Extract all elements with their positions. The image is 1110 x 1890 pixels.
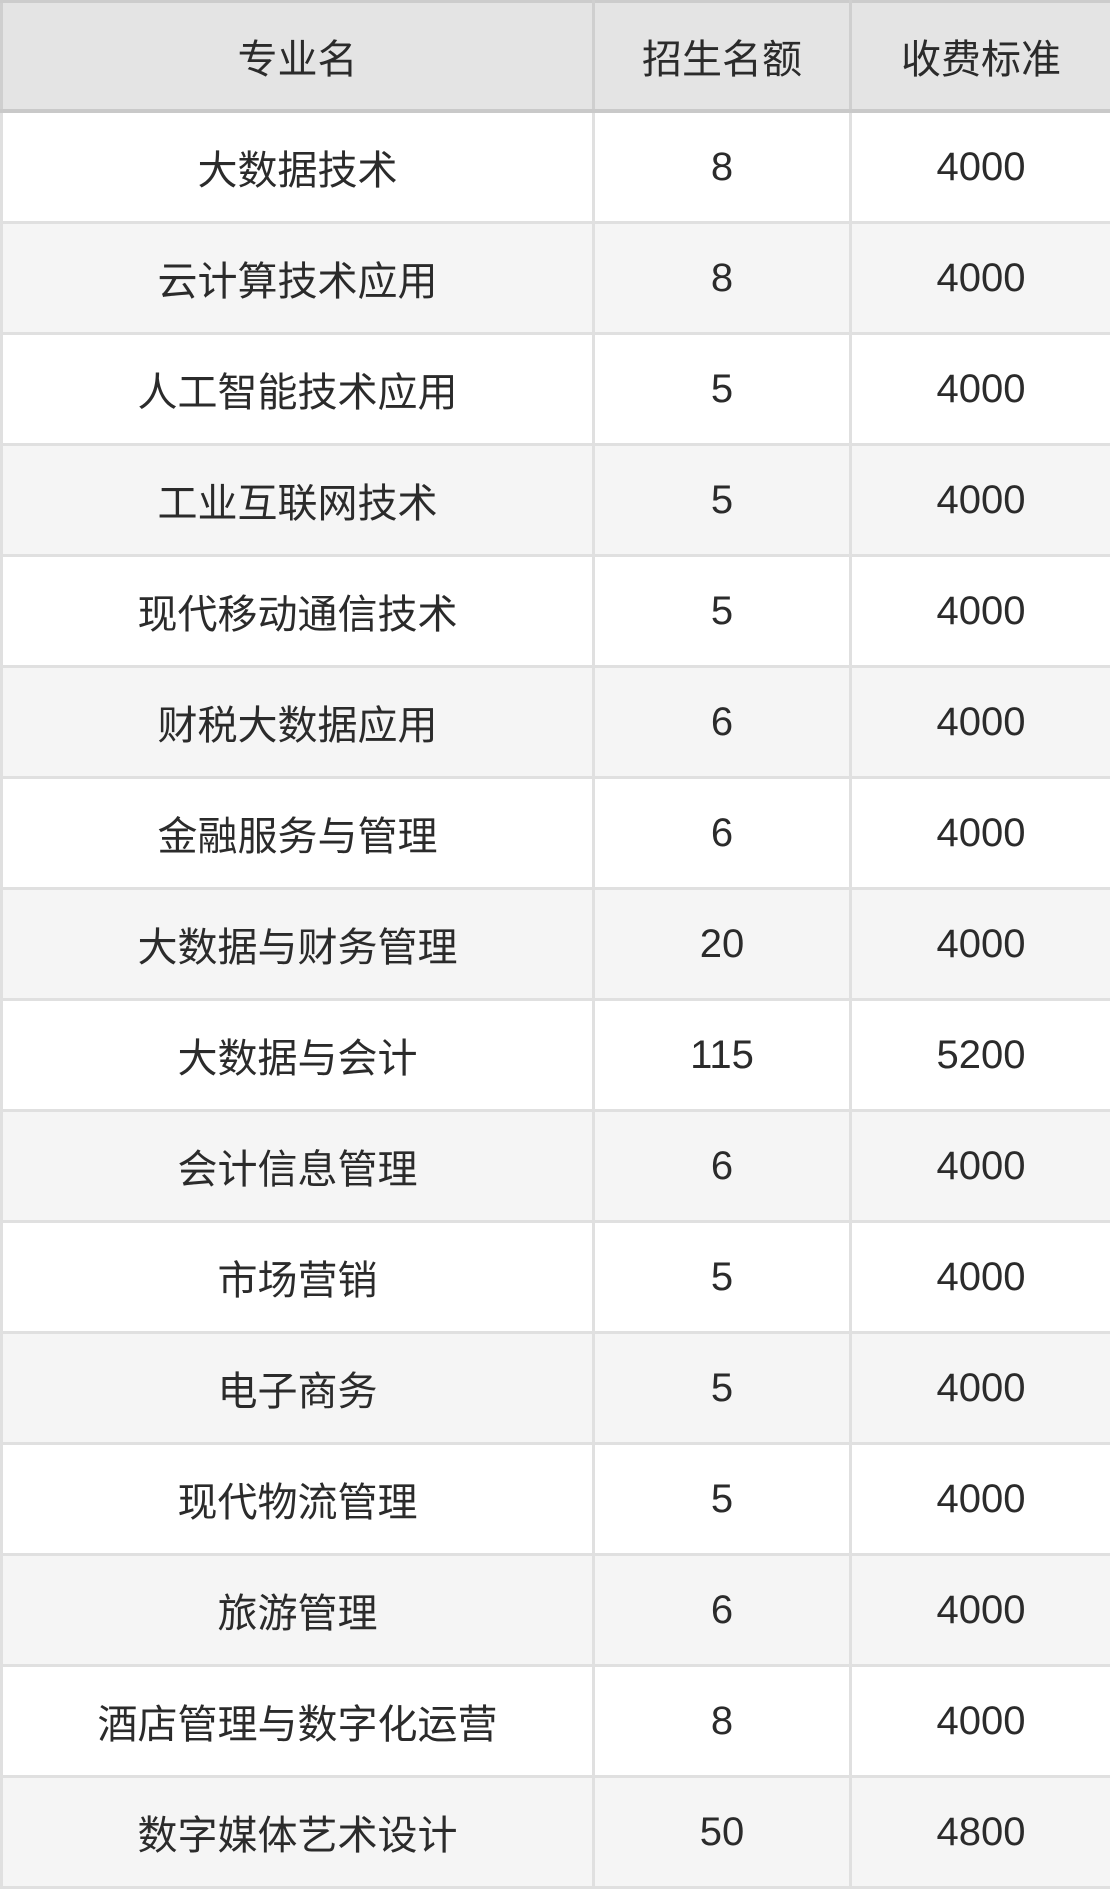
cell-fee: 4000 <box>849 776 1110 890</box>
cell-quota: 5 <box>592 554 852 668</box>
table-row: 现代物流管理 5 4000 <box>0 1442 1110 1556</box>
cell-quota: 8 <box>592 1664 852 1778</box>
cell-fee: 4000 <box>849 665 1110 779</box>
table-row: 财税大数据应用 6 4000 <box>0 665 1110 779</box>
cell-fee: 4000 <box>849 1220 1110 1334</box>
cell-quota: 5 <box>592 332 852 446</box>
cell-major: 大数据与会计 <box>0 998 595 1112</box>
cell-fee: 4000 <box>849 332 1110 446</box>
cell-major: 工业互联网技术 <box>0 443 595 557</box>
header-major: 专业名 <box>0 0 595 113</box>
cell-major: 电子商务 <box>0 1331 595 1445</box>
cell-quota: 6 <box>592 1553 852 1667</box>
cell-fee: 4000 <box>849 221 1110 335</box>
cell-quota: 5 <box>592 1442 852 1556</box>
cell-quota: 6 <box>592 1109 852 1223</box>
cell-quota: 115 <box>592 998 852 1112</box>
cell-fee: 4000 <box>849 1664 1110 1778</box>
table-body: 大数据技术 8 4000 云计算技术应用 8 4000 人工智能技术应用 5 4000 工业互联网… <box>0 109 1110 1889</box>
cell-quota: 8 <box>592 109 852 224</box>
cell-major: 云计算技术应用 <box>0 221 595 335</box>
table-row: 市场营销 5 4000 <box>0 1220 1110 1334</box>
table-row: 旅游管理 6 4000 <box>0 1553 1110 1667</box>
header-fee: 收费标准 <box>849 0 1110 113</box>
table-row: 大数据技术 8 4000 <box>0 109 1110 224</box>
cell-major: 数字媒体艺术设计 <box>0 1775 595 1889</box>
cell-major: 现代移动通信技术 <box>0 554 595 668</box>
cell-fee: 4000 <box>849 443 1110 557</box>
table-row: 工业互联网技术 5 4000 <box>0 443 1110 557</box>
cell-quota: 6 <box>592 776 852 890</box>
cell-quota: 8 <box>592 221 852 335</box>
cell-major: 市场营销 <box>0 1220 595 1334</box>
cell-fee: 4000 <box>849 554 1110 668</box>
cell-major: 财税大数据应用 <box>0 665 595 779</box>
table-row: 酒店管理与数字化运营 8 4000 <box>0 1664 1110 1778</box>
cell-quota: 6 <box>592 665 852 779</box>
cell-fee: 5200 <box>849 998 1110 1112</box>
table-row: 现代移动通信技术 5 4000 <box>0 554 1110 668</box>
table-row: 大数据与会计 115 5200 <box>0 998 1110 1112</box>
cell-quota: 50 <box>592 1775 852 1889</box>
cell-fee: 4800 <box>849 1775 1110 1889</box>
cell-major: 大数据与财务管理 <box>0 887 595 1001</box>
cell-fee: 4000 <box>849 1553 1110 1667</box>
table-header: 专业名 招生名额 收费标准 <box>0 0 1110 113</box>
cell-quota: 5 <box>592 443 852 557</box>
cell-major: 会计信息管理 <box>0 1109 595 1223</box>
table-row: 金融服务与管理 6 4000 <box>0 776 1110 890</box>
cell-fee: 4000 <box>849 109 1110 224</box>
cell-major: 酒店管理与数字化运营 <box>0 1664 595 1778</box>
cell-quota: 20 <box>592 887 852 1001</box>
cell-major: 金融服务与管理 <box>0 776 595 890</box>
table-row: 大数据与财务管理 20 4000 <box>0 887 1110 1001</box>
table-row: 数字媒体艺术设计 50 4800 <box>0 1775 1110 1889</box>
cell-quota: 5 <box>592 1220 852 1334</box>
cell-fee: 4000 <box>849 1109 1110 1223</box>
cell-major: 现代物流管理 <box>0 1442 595 1556</box>
cell-fee: 4000 <box>849 887 1110 1001</box>
header-quota: 招生名额 <box>592 0 852 113</box>
cell-quota: 5 <box>592 1331 852 1445</box>
header-row: 专业名 招生名额 收费标准 <box>0 0 1110 113</box>
cell-major: 旅游管理 <box>0 1553 595 1667</box>
table-row: 人工智能技术应用 5 4000 <box>0 332 1110 446</box>
table-row: 云计算技术应用 8 4000 <box>0 221 1110 335</box>
cell-fee: 4000 <box>849 1331 1110 1445</box>
table-row: 会计信息管理 6 4000 <box>0 1109 1110 1223</box>
cell-major: 大数据技术 <box>0 109 595 224</box>
table-row: 电子商务 5 4000 <box>0 1331 1110 1445</box>
cell-major: 人工智能技术应用 <box>0 332 595 446</box>
cell-fee: 4000 <box>849 1442 1110 1556</box>
